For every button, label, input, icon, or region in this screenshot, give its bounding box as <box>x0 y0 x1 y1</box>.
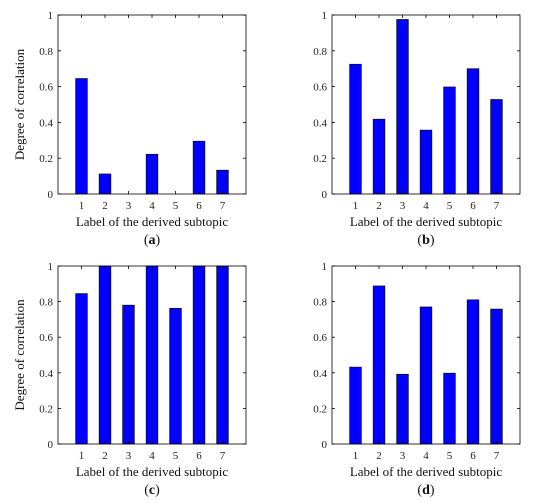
y-tick-label: 0.2 <box>313 403 327 415</box>
y-tick-label: 0.4 <box>313 117 327 129</box>
chart-panel-d: 0 0.2 0.4 0.6 0.8 1 1 2 3 4 5 6 7 Label of the derive… <box>313 261 521 498</box>
x-axis-label: Label of the derived subtopic <box>76 214 229 229</box>
panel-label: (a) <box>144 233 161 248</box>
y-axis-label: Degree of correlation <box>12 299 27 411</box>
x-axis-label: Label of the derived subtopic <box>350 214 503 229</box>
x-tick-label: 4 <box>149 200 155 212</box>
y-tick-label: 0.8 <box>39 297 53 309</box>
y-tick-label: 0.2 <box>39 403 53 415</box>
y-tick-label: 0 <box>322 439 328 451</box>
bar-b-2 <box>372 118 386 195</box>
bar-a-7 <box>216 169 229 195</box>
y-tick-label: 0.8 <box>39 46 53 58</box>
y-tick-label: 0.6 <box>39 82 53 94</box>
x-tick-label: 1 <box>353 200 359 212</box>
bar-a-6 <box>192 140 206 195</box>
bar-c-4 <box>145 265 159 445</box>
bar-a-2 <box>98 173 112 195</box>
x-tick-label: 4 <box>423 200 429 212</box>
bar-c-6 <box>192 265 206 445</box>
bar-d-5 <box>443 372 456 445</box>
bar-d-3 <box>396 373 409 445</box>
chart-panel-b: 0 0.2 0.4 0.6 0.8 1 1 2 3 4 5 6 7 Label of the derive… <box>313 10 521 248</box>
y-tick-label: 1 <box>322 10 328 22</box>
x-tick-label: 5 <box>447 450 453 462</box>
x-tick-label: 2 <box>376 450 382 462</box>
y-tick-label: 0.6 <box>313 332 327 344</box>
x-tick-label: 1 <box>79 200 85 212</box>
x-tick-label: 4 <box>423 450 429 462</box>
x-tick-label: 1 <box>79 450 85 462</box>
x-tick-label: 5 <box>173 450 179 462</box>
bar-c-5 <box>169 308 182 445</box>
bar-b-5 <box>443 86 456 195</box>
x-tick-label: 7 <box>494 450 500 462</box>
x-tick-label: 4 <box>149 450 155 462</box>
bar-c-2 <box>98 265 112 445</box>
x-axis-label: Label of the derived subtopic <box>76 464 229 479</box>
x-tick-label: 2 <box>102 200 108 212</box>
y-tick-label: 1 <box>322 261 328 273</box>
x-tick-label: 2 <box>102 450 108 462</box>
bar-d-4 <box>419 306 433 445</box>
bar-d-7 <box>490 308 503 445</box>
x-tick-label: 7 <box>220 450 226 462</box>
panel-label: (c) <box>144 483 160 498</box>
y-tick-label: 0.6 <box>313 82 327 94</box>
x-tick-label: 6 <box>470 200 476 212</box>
y-tick-label: 1 <box>48 10 54 22</box>
y-tick-label: 0.8 <box>313 297 327 309</box>
x-tick-label: 3 <box>126 200 132 212</box>
y-tick-label: 0.4 <box>313 368 327 380</box>
panel-label: (d) <box>417 483 434 498</box>
bar-a-1 <box>75 78 88 195</box>
x-tick-label: 3 <box>400 200 406 212</box>
chart-panel-a: 0 0.2 0.4 0.6 0.8 1 1 2 3 4 5 6 7 Label of the derive… <box>12 10 247 248</box>
panel-label: (b) <box>417 233 434 248</box>
y-tick-label: 0.2 <box>39 153 53 165</box>
x-axis-label: Label of the derived subtopic <box>350 464 503 479</box>
bar-a-4 <box>145 153 159 195</box>
x-tick-label: 6 <box>470 450 476 462</box>
bar-c-7 <box>216 265 229 445</box>
x-tick-label: 5 <box>447 200 453 212</box>
y-tick-label: 0.8 <box>313 46 327 58</box>
bar-b-4 <box>419 129 433 195</box>
bar-b-6 <box>466 68 480 195</box>
x-tick-label: 7 <box>220 200 226 212</box>
x-tick-label: 6 <box>196 450 202 462</box>
x-tick-label: 7 <box>494 200 500 212</box>
bar-c-3 <box>122 304 135 445</box>
y-tick-label: 0.4 <box>39 368 53 380</box>
x-tick-label: 6 <box>196 200 202 212</box>
y-axis-label: Degree of correlation <box>12 48 27 160</box>
bar-d-6 <box>466 299 480 445</box>
y-tick-label: 0 <box>48 189 54 201</box>
x-tick-label: 3 <box>400 450 406 462</box>
bar-b-7 <box>490 99 503 195</box>
bar-b-3 <box>396 19 409 195</box>
y-tick-label: 1 <box>48 261 54 273</box>
y-tick-label: 0.4 <box>39 117 53 129</box>
bar-d-2 <box>372 285 386 445</box>
bar-b-1 <box>349 63 362 195</box>
x-tick-label: 3 <box>126 450 132 462</box>
chart-panel-c: 0 0.2 0.4 0.6 0.8 1 1 2 3 4 5 6 7 Label of the derive… <box>12 261 247 498</box>
y-tick-label: 0.6 <box>39 332 53 344</box>
x-tick-label: 5 <box>173 200 179 212</box>
bar-c-1 <box>75 293 88 445</box>
x-tick-label: 2 <box>376 200 382 212</box>
x-tick-label: 1 <box>353 450 359 462</box>
y-tick-label: 0 <box>48 439 54 451</box>
y-tick-label: 0 <box>322 189 328 201</box>
bar-d-1 <box>349 366 362 445</box>
y-tick-label: 0.2 <box>313 153 327 165</box>
